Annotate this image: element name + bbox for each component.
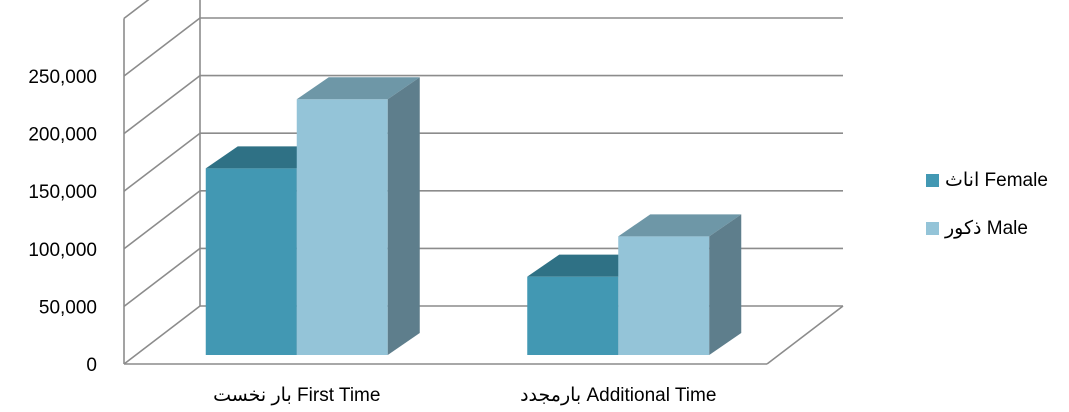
legend-label: اناث Female bbox=[945, 170, 1048, 191]
x-category-label: بار نخست First Time bbox=[213, 385, 380, 406]
y-tick-label: 200,000 bbox=[28, 125, 97, 146]
gridline-side bbox=[123, 0, 150, 20]
gridline-side bbox=[123, 17, 201, 77]
y-tick-label: 50,000 bbox=[39, 297, 97, 318]
bar-top bbox=[296, 77, 420, 100]
bar-front bbox=[205, 168, 297, 355]
y-tick-label: 100,000 bbox=[28, 240, 97, 261]
gridline-side bbox=[123, 247, 201, 308]
bar-front bbox=[527, 276, 619, 355]
legend-swatch bbox=[926, 222, 939, 235]
bar-top bbox=[618, 214, 742, 237]
legend-swatch bbox=[926, 174, 939, 187]
y-tick-label: 150,000 bbox=[28, 182, 97, 203]
bar-front bbox=[618, 236, 710, 355]
x-category-label: بارمجدد Additional Time bbox=[520, 385, 716, 406]
y-tick-label: 0 bbox=[86, 355, 97, 376]
legend-label: ذكور Male bbox=[944, 218, 1028, 239]
bar-side bbox=[387, 77, 420, 356]
y-tick-label: 250,000 bbox=[28, 67, 97, 88]
gridline-side bbox=[123, 74, 201, 135]
gridline-side bbox=[123, 190, 201, 250]
gridline-side bbox=[123, 305, 201, 365]
floor-right-edge bbox=[766, 305, 844, 365]
bar-front bbox=[296, 99, 388, 355]
gridline-side bbox=[123, 132, 201, 192]
bar-side bbox=[709, 214, 742, 355]
